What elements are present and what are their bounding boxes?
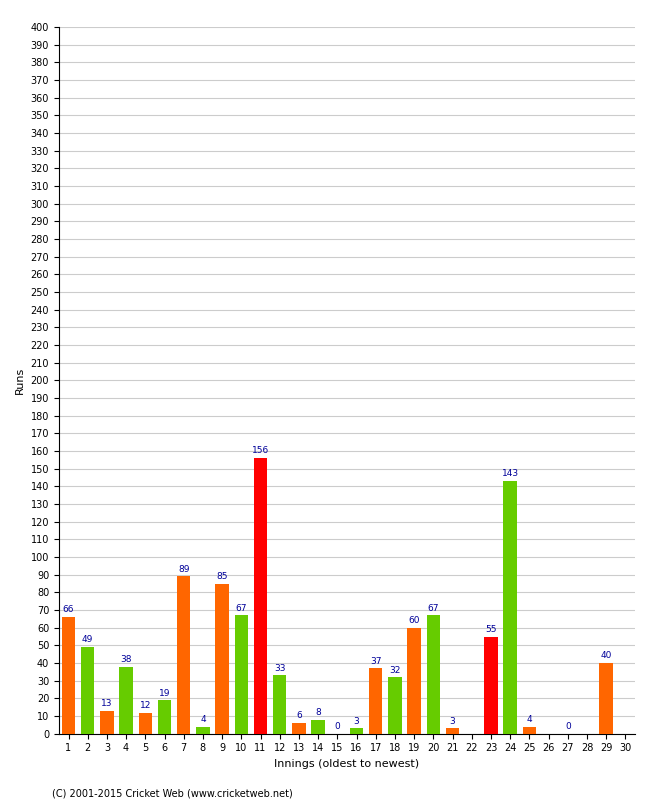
- Text: 33: 33: [274, 664, 285, 673]
- Text: 3: 3: [354, 717, 359, 726]
- Text: 8: 8: [315, 708, 321, 717]
- Bar: [100, 710, 114, 734]
- Text: (C) 2001-2015 Cricket Web (www.cricketweb.net): (C) 2001-2015 Cricket Web (www.cricketwe…: [52, 788, 292, 798]
- Bar: [388, 677, 402, 734]
- Text: 60: 60: [408, 616, 420, 625]
- Text: 0: 0: [565, 722, 571, 731]
- Text: 156: 156: [252, 446, 269, 455]
- Text: 37: 37: [370, 657, 382, 666]
- Text: 12: 12: [140, 701, 151, 710]
- Bar: [138, 713, 152, 734]
- Bar: [311, 719, 325, 734]
- Bar: [158, 700, 171, 734]
- Bar: [408, 628, 421, 734]
- Text: 49: 49: [82, 635, 94, 645]
- Bar: [350, 729, 363, 734]
- Bar: [504, 481, 517, 734]
- Text: 89: 89: [178, 565, 189, 574]
- Bar: [292, 723, 306, 734]
- Text: 67: 67: [428, 604, 439, 613]
- Text: 19: 19: [159, 689, 170, 698]
- Text: 4: 4: [200, 715, 206, 724]
- Y-axis label: Runs: Runs: [15, 366, 25, 394]
- Bar: [120, 666, 133, 734]
- Bar: [523, 726, 536, 734]
- Bar: [215, 583, 229, 734]
- Bar: [599, 663, 613, 734]
- Bar: [235, 615, 248, 734]
- Text: 4: 4: [526, 715, 532, 724]
- Bar: [62, 617, 75, 734]
- Text: 66: 66: [63, 606, 74, 614]
- Text: 6: 6: [296, 711, 302, 721]
- Text: 55: 55: [486, 625, 497, 634]
- Text: 0: 0: [335, 722, 340, 731]
- X-axis label: Innings (oldest to newest): Innings (oldest to newest): [274, 759, 419, 769]
- Text: 85: 85: [216, 572, 228, 581]
- Bar: [484, 637, 498, 734]
- Text: 143: 143: [502, 470, 519, 478]
- Bar: [177, 577, 190, 734]
- Text: 13: 13: [101, 699, 112, 708]
- Text: 40: 40: [601, 651, 612, 660]
- Text: 3: 3: [450, 717, 456, 726]
- Bar: [369, 668, 382, 734]
- Bar: [273, 675, 287, 734]
- Bar: [446, 729, 460, 734]
- Bar: [426, 615, 440, 734]
- Bar: [196, 726, 210, 734]
- Text: 67: 67: [235, 604, 247, 613]
- Text: 32: 32: [389, 666, 400, 674]
- Bar: [254, 458, 267, 734]
- Bar: [81, 647, 94, 734]
- Text: 38: 38: [120, 655, 132, 664]
